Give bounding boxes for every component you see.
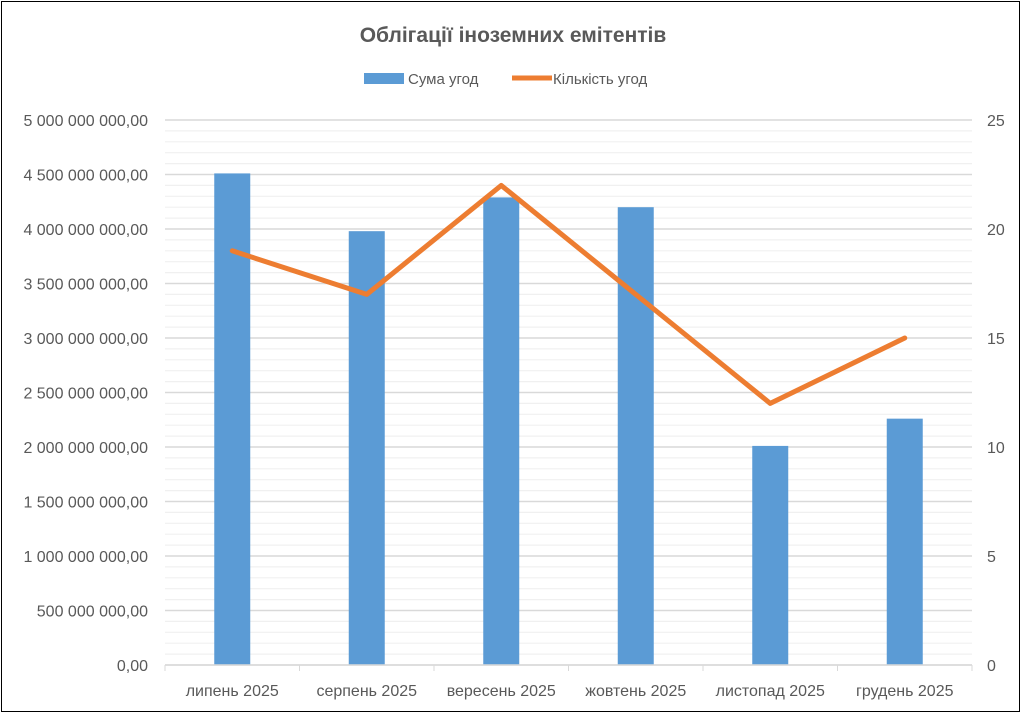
bar-4 xyxy=(752,446,788,665)
y-left-tick-label: 2 000 000 000,00 xyxy=(23,440,148,457)
y-left-tick-label: 2 500 000 000,00 xyxy=(23,386,148,403)
y-left-tick-label: 3 500 000 000,00 xyxy=(23,277,148,294)
y-left-tick-label: 5 000 000 000,00 xyxy=(23,113,148,130)
legend-label-bar: Сума угод xyxy=(408,71,479,88)
y-left-tick-label: 1 500 000 000,00 xyxy=(23,495,148,512)
legend-label-line: Кількість угод xyxy=(553,71,648,88)
y-right-tick-label: 10 xyxy=(987,440,1005,457)
bar-5 xyxy=(887,419,923,665)
x-tick-label: серпень 2025 xyxy=(316,683,417,700)
y-left-tick-label: 1 000 000 000,00 xyxy=(23,549,148,566)
x-tick-label: грудень 2025 xyxy=(856,683,954,700)
x-tick-label: вересень 2025 xyxy=(447,683,556,700)
y-right-tick-label: 20 xyxy=(987,222,1005,239)
bar-0 xyxy=(214,173,250,665)
y-left-tick-label: 3 000 000 000,00 xyxy=(23,331,148,348)
x-tick-label: листопад 2025 xyxy=(716,683,825,700)
legend-swatch-bar xyxy=(364,73,404,84)
y-right-tick-label: 5 xyxy=(987,549,996,566)
x-tick-label: жовтень 2025 xyxy=(585,683,686,700)
y-left-tick-label: 4 000 000 000,00 xyxy=(23,222,148,239)
y-left-tick-label: 0,00 xyxy=(117,658,148,675)
y-right-tick-label: 0 xyxy=(987,658,996,675)
bar-2 xyxy=(483,197,519,665)
x-tick-label: липень 2025 xyxy=(186,683,279,700)
y-left-tick-label: 4 500 000 000,00 xyxy=(23,168,148,185)
legend: Сума угод Кількість угод xyxy=(364,71,648,88)
y-right-tick-label: 15 xyxy=(987,331,1005,348)
y-right-tick-label: 25 xyxy=(987,113,1005,130)
chart-title: Облігації іноземних емітентів xyxy=(360,24,667,47)
y-left-tick-label: 500 000 000,00 xyxy=(37,604,148,621)
bar-3 xyxy=(618,207,654,665)
